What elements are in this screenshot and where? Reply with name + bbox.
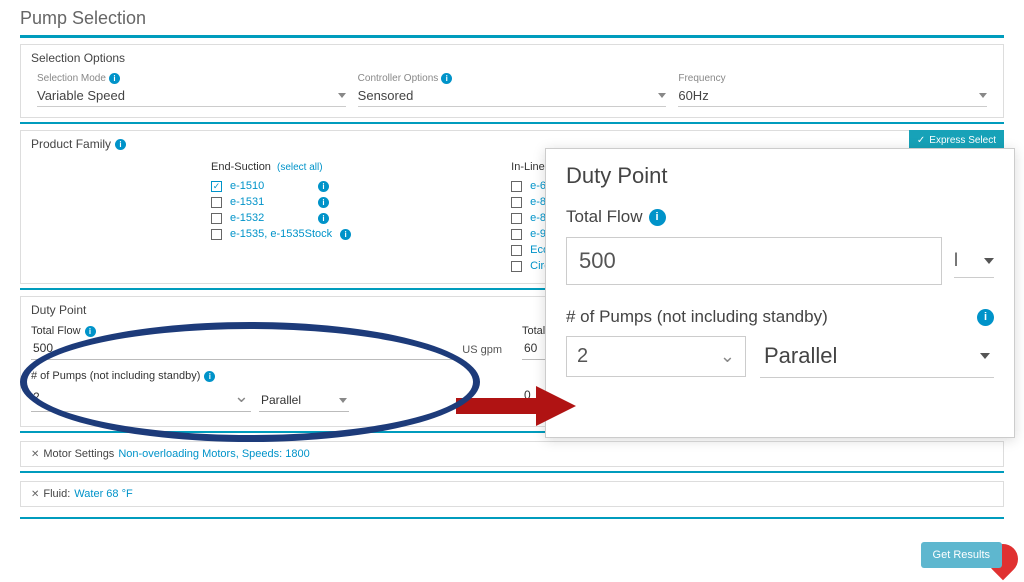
callout-unit-value: l <box>954 250 958 271</box>
chevron-down-icon <box>338 93 346 98</box>
selection-mode-field: Selection Mode Variable Speed <box>31 73 352 107</box>
fluid-row[interactable]: ✕ Fluid: Water 68 °F <box>20 481 1004 507</box>
selection-mode-select[interactable]: Variable Speed <box>37 84 346 107</box>
selection-options-header: Selection Options <box>21 45 1003 69</box>
product-family-title: Product Family <box>31 137 111 151</box>
checkbox-icon[interactable] <box>211 213 222 224</box>
product-item-label: e-1531 <box>230 196 310 208</box>
checkbox-icon[interactable] <box>511 197 522 208</box>
controller-options-select[interactable]: Sensored <box>358 84 667 107</box>
express-select-label: Express Select <box>929 135 996 146</box>
info-icon[interactable] <box>649 209 666 226</box>
callout-pump-count-value: 2 <box>577 345 588 368</box>
fluid-label: Fluid: <box>43 488 70 500</box>
total-flow-unit: US gpm <box>462 344 502 360</box>
info-icon[interactable] <box>318 181 329 192</box>
checkbox-icon[interactable] <box>511 261 522 272</box>
product-item-label: e-1532 <box>230 212 310 224</box>
checkbox-icon[interactable] <box>511 213 522 224</box>
info-icon[interactable] <box>109 73 120 84</box>
duty-point-title: Duty Point <box>31 303 86 317</box>
frequency-select[interactable]: 60Hz <box>678 84 987 107</box>
title-rule <box>20 35 1004 38</box>
select-all-link[interactable]: (select all) <box>277 162 323 173</box>
end-suction-column: End-Suction (select all) e-1510 e-1531 e-1… <box>211 161 351 273</box>
callout-arrangement-value: Parallel <box>764 343 837 369</box>
duty-point-callout: Duty Point Total Flow 500 l # of Pumps (… <box>545 148 1015 438</box>
callout-pumps-label: # of Pumps (not including standby) <box>566 307 828 327</box>
product-item[interactable]: e-1535, e-1535Stock <box>211 227 351 241</box>
motor-settings-row[interactable]: ✕ Motor Settings Non-overloading Motors,… <box>20 441 1004 467</box>
in-line-title: In-Line <box>511 161 545 173</box>
motor-settings-label: Motor Settings <box>43 448 114 460</box>
info-icon[interactable] <box>318 197 329 208</box>
get-results-button[interactable]: Get Results <box>921 542 1002 568</box>
motor-settings-summary: Non-overloading Motors, Speeds: 1800 <box>118 448 309 460</box>
controller-options-label: Controller Options <box>358 73 439 84</box>
arrangement-value: Parallel <box>261 393 301 407</box>
chevron-down-icon: ⌄ <box>720 346 735 367</box>
callout-arrangement-select[interactable]: Parallel <box>760 335 994 378</box>
total-flow-label: Total Flow <box>31 325 81 337</box>
checkbox-icon[interactable] <box>211 197 222 208</box>
product-item-label: e-1535, e-1535Stock <box>230 228 332 240</box>
selection-mode-value: Variable Speed <box>37 88 125 103</box>
selection-mode-label: Selection Mode <box>37 73 106 84</box>
callout-total-flow-input[interactable]: 500 <box>566 237 942 285</box>
checkbox-icon[interactable] <box>211 229 222 240</box>
callout-title: Duty Point <box>566 163 994 189</box>
controller-options-field: Controller Options Sensored <box>352 73 673 107</box>
checkbox-icon[interactable] <box>511 181 522 192</box>
info-icon[interactable] <box>115 139 126 150</box>
end-suction-title: End-Suction <box>211 161 271 173</box>
chevron-down-icon <box>979 93 987 98</box>
arrangement-select[interactable]: Parallel <box>259 389 349 412</box>
product-item[interactable]: e-1531 <box>211 195 351 209</box>
section-rule <box>20 122 1004 124</box>
chevron-down-icon <box>980 353 990 359</box>
checkbox-icon[interactable] <box>511 245 522 256</box>
expand-icon: ✕ <box>31 489 39 500</box>
chevron-down-icon <box>984 258 994 264</box>
chevron-down-icon <box>658 93 666 98</box>
frequency-label: Frequency <box>678 73 725 84</box>
callout-unit-select[interactable]: l <box>954 244 994 278</box>
product-item[interactable]: e-1532 <box>211 211 351 225</box>
chevron-down-icon: ⌄ <box>234 386 249 407</box>
info-icon[interactable] <box>340 229 351 240</box>
section-rule <box>20 517 1004 519</box>
callout-pump-count-select[interactable]: 2 ⌄ <box>566 336 746 377</box>
info-icon[interactable] <box>204 371 215 382</box>
controller-options-value: Sensored <box>358 88 414 103</box>
product-item[interactable]: e-1510 <box>211 179 351 193</box>
frequency-value: 60Hz <box>678 88 708 103</box>
fluid-summary: Water 68 °F <box>74 488 132 500</box>
expand-icon: ✕ <box>31 449 39 460</box>
chevron-down-icon <box>339 398 347 403</box>
pump-count-value: 2 <box>33 390 40 404</box>
info-icon[interactable] <box>318 213 329 224</box>
page-title: Pump Selection <box>0 0 1024 35</box>
info-icon[interactable] <box>85 326 96 337</box>
info-icon[interactable] <box>977 309 994 326</box>
selection-options-panel: Selection Options Selection Mode Variabl… <box>20 44 1004 118</box>
product-item-label: e-1510 <box>230 180 310 192</box>
total-flow-input[interactable] <box>31 337 456 360</box>
frequency-field: Frequency 60Hz <box>672 73 993 107</box>
checkbox-icon[interactable] <box>511 229 522 240</box>
pump-count-select[interactable]: 2 ⌄ <box>31 382 251 412</box>
pump-count-label: # of Pumps (not including standby) <box>31 370 200 382</box>
callout-total-flow-label: Total Flow <box>566 207 643 227</box>
info-icon[interactable] <box>441 73 452 84</box>
checkbox-checked-icon[interactable] <box>211 181 222 192</box>
selection-options-title: Selection Options <box>31 51 125 65</box>
section-rule <box>20 471 1004 473</box>
